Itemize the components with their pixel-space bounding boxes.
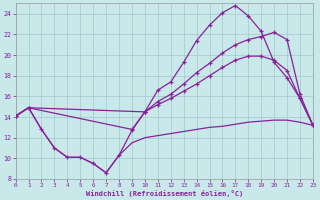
X-axis label: Windchill (Refroidissement éolien,°C): Windchill (Refroidissement éolien,°C) bbox=[86, 190, 243, 197]
